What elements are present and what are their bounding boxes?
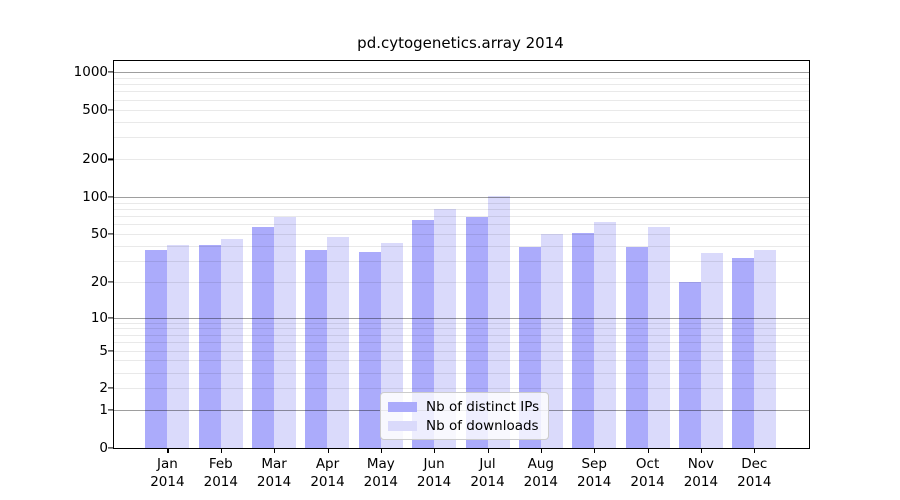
bar-distinct-ips (412, 220, 435, 448)
bar-downloads (647, 227, 670, 448)
gridline-minor (114, 208, 809, 210)
bar-downloads (167, 244, 190, 448)
gridline-minor (114, 234, 809, 235)
x-tick (327, 448, 329, 453)
y-tick-label: 20 (90, 274, 108, 291)
gridline-minor (114, 99, 809, 101)
bar-downloads (700, 253, 723, 448)
y-tick-label: 100 (82, 188, 108, 205)
x-tick-label: Dec 2014 (737, 456, 772, 490)
x-tick (167, 448, 169, 453)
bar-distinct-ips (198, 244, 221, 448)
y-tick-label: 10 (90, 309, 108, 326)
y-tick (108, 387, 114, 389)
legend-label-downloads: Nb of downloads (426, 417, 539, 434)
gridline-minor (114, 216, 809, 217)
x-tick-label: Oct 2014 (630, 456, 665, 490)
x-tick-label: Apr 2014 (310, 456, 345, 490)
legend-label-distinct-ips: Nb of distinct IPs (426, 398, 540, 415)
gridline-minor (114, 121, 809, 123)
x-tick (380, 448, 382, 453)
y-tick (108, 71, 114, 73)
y-tick-label: 50 (90, 226, 108, 242)
y-tick-label: 500 (82, 101, 108, 118)
bar-distinct-ips (465, 216, 488, 448)
bar-downloads (327, 237, 350, 448)
y-tick (108, 349, 114, 352)
gridline-minor (114, 224, 809, 226)
x-tick (487, 448, 489, 453)
legend-swatch-distinct-ips (388, 401, 417, 412)
x-tick (700, 448, 703, 453)
bar-distinct-ips (358, 251, 381, 448)
y-tick-label: 1 (99, 402, 108, 419)
bar-distinct-ips (145, 250, 168, 448)
y-tick-label: 200 (82, 151, 108, 168)
gridline-minor (114, 137, 809, 139)
gridline-major (114, 196, 809, 198)
y-tick (108, 447, 114, 449)
y-tick-label: 1000 (73, 64, 108, 80)
bar-distinct-ips (678, 282, 701, 448)
x-tick-label: Jan 2014 (150, 456, 185, 490)
y-tick (108, 409, 114, 411)
legend-item-downloads: Nb of downloads (388, 417, 539, 434)
y-tick (108, 196, 114, 198)
legend-swatch-downloads (388, 420, 417, 431)
bar-distinct-ips (252, 227, 275, 448)
bar-downloads (754, 250, 777, 448)
y-tick (108, 158, 114, 160)
x-tick (220, 448, 222, 453)
x-tick-label: Feb 2014 (203, 456, 238, 490)
gridline-major (114, 72, 809, 73)
x-tick (594, 448, 596, 453)
gridline-minor (114, 109, 809, 111)
x-tick-label: Nov 2014 (683, 456, 719, 490)
y-tick (108, 109, 114, 111)
x-tick (647, 448, 649, 453)
x-tick-label: Sep 2014 (577, 456, 612, 490)
y-tick-label: 5 (99, 342, 108, 359)
chart-title: pd.cytogenetics.array 2014 (357, 34, 564, 52)
x-tick-label: Mar 2014 (256, 456, 292, 490)
bar-downloads (487, 196, 510, 448)
bar-distinct-ips (572, 233, 595, 448)
bar-distinct-ips (732, 257, 755, 448)
x-tick-label: Jul 2014 (470, 456, 505, 490)
bar-distinct-ips (305, 250, 328, 448)
bar-downloads (220, 238, 243, 448)
x-tick (434, 448, 436, 453)
bar-downloads (274, 216, 297, 448)
x-tick-label: Aug 2014 (523, 456, 558, 490)
x-tick (540, 448, 542, 453)
x-tick-label: May 2014 (363, 456, 398, 490)
gridline-minor (114, 202, 809, 204)
plot-area: 0 1 2 5 10 20 50 100 200 500 1000 Jan 2014 Feb 2014… (74, 60, 810, 490)
x-tick-label: Jun 2014 (416, 456, 452, 490)
y-tick (108, 281, 114, 283)
x-tick (274, 448, 276, 453)
gridline-minor (114, 77, 809, 79)
y-tick-label: 2 (99, 380, 108, 397)
gridline-minor (114, 91, 809, 93)
legend: Nb of distinct IPs Nb of downloads (380, 392, 550, 440)
bar-downloads (594, 221, 617, 448)
y-tick (108, 233, 114, 235)
bar-distinct-ips (625, 247, 648, 448)
bar-downloads (434, 208, 457, 448)
x-tick (754, 448, 756, 453)
legend-item-distinct-ips: Nb of distinct IPs (388, 398, 540, 415)
gridline-minor (114, 159, 809, 161)
gridline-minor (114, 84, 809, 86)
y-tick (108, 316, 114, 319)
y-tick-label: 0 (99, 440, 108, 456)
